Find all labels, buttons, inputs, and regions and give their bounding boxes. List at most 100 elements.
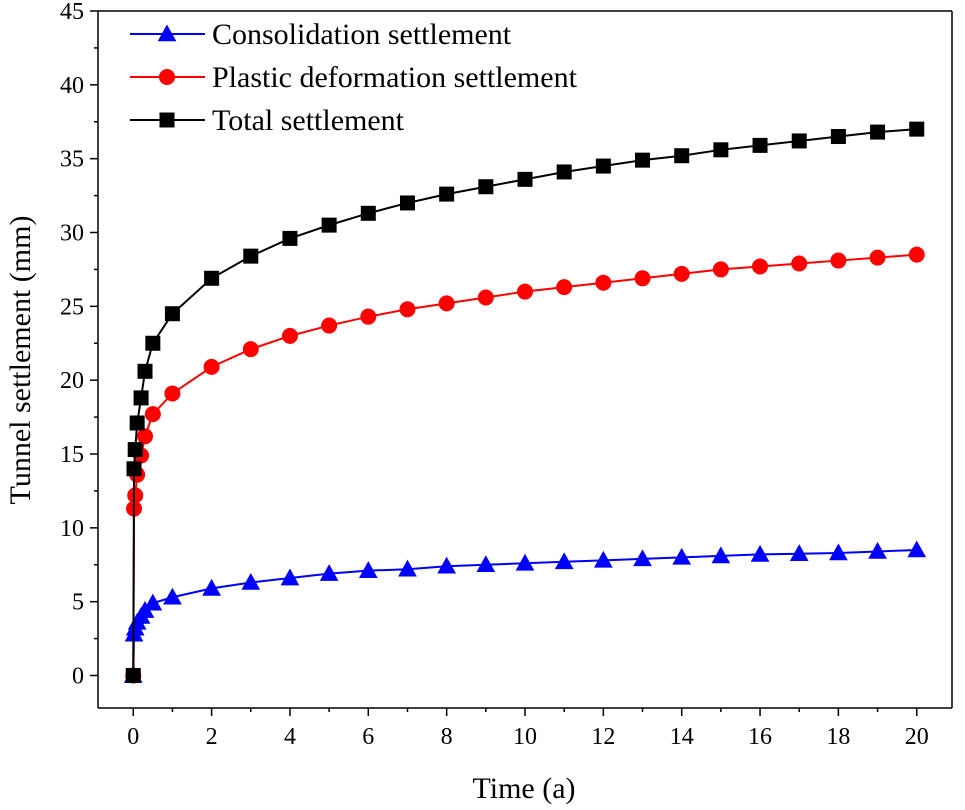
y-ticks: 0 5 10 15 20 25 30 35 40 45 xyxy=(60,0,98,690)
data-point xyxy=(830,129,846,145)
x-tick-label: 0 xyxy=(127,724,139,750)
series-1 xyxy=(125,246,925,684)
x-tick-label: 12 xyxy=(591,724,615,750)
data-point xyxy=(242,341,259,358)
x-tick-label: 2 xyxy=(206,724,218,750)
data-point xyxy=(674,148,690,164)
data-point xyxy=(789,544,809,561)
data-point xyxy=(439,186,455,202)
x-tick-label: 18 xyxy=(826,724,850,750)
y-tick-label: 20 xyxy=(60,368,84,394)
y-tick-label: 5 xyxy=(72,590,84,616)
data-point xyxy=(791,255,808,272)
x-tick-label: 6 xyxy=(362,724,374,750)
data-point xyxy=(243,248,259,264)
series-0 xyxy=(123,540,927,683)
x-tick-label: 20 xyxy=(905,724,929,750)
data-point xyxy=(556,279,573,296)
y-tick-label: 40 xyxy=(60,73,84,99)
data-point xyxy=(241,572,261,590)
y-tick-label: 15 xyxy=(60,442,84,468)
data-point xyxy=(870,124,886,140)
data-point xyxy=(321,317,338,334)
series-2 xyxy=(125,121,925,684)
data-point xyxy=(360,308,377,325)
data-point xyxy=(282,230,298,246)
data-point xyxy=(476,555,496,573)
data-point xyxy=(517,283,533,300)
data-point xyxy=(164,385,181,402)
y-tick-label: 45 xyxy=(60,0,84,25)
data-point xyxy=(556,164,572,180)
data-point xyxy=(137,428,154,445)
data-point xyxy=(163,587,182,605)
data-point xyxy=(713,142,729,158)
x-tick-label: 10 xyxy=(513,724,537,750)
series-layer xyxy=(123,121,927,684)
x-ticks: 0 2 4 6 8 10 12 14 16 18 20 xyxy=(127,708,929,750)
data-point xyxy=(752,258,769,275)
data-point xyxy=(909,121,925,137)
data-point xyxy=(125,668,141,684)
legend: Consolidation settlement Plastic deformat… xyxy=(130,18,578,137)
x-tick-label: 4 xyxy=(284,724,296,750)
data-point xyxy=(437,556,457,574)
data-point xyxy=(204,270,220,286)
data-point xyxy=(137,363,153,379)
y-tick-label: 25 xyxy=(60,294,84,320)
data-point xyxy=(126,461,142,477)
data-point xyxy=(712,261,729,278)
data-point xyxy=(711,546,731,564)
data-point xyxy=(360,205,376,221)
data-point xyxy=(129,415,145,431)
data-point xyxy=(358,561,378,578)
legend-marker xyxy=(159,112,175,128)
legend-label: Consolidation settlement xyxy=(212,18,512,51)
data-point xyxy=(203,358,220,375)
data-point xyxy=(319,564,339,581)
data-point xyxy=(202,578,221,596)
data-point xyxy=(752,137,768,153)
y-tick-label: 0 xyxy=(72,664,84,690)
data-point xyxy=(673,265,690,282)
data-point xyxy=(143,593,163,611)
data-point xyxy=(672,547,692,565)
data-point xyxy=(635,152,651,168)
legend-marker xyxy=(159,69,175,85)
data-point xyxy=(399,301,416,318)
y-tick-label: 35 xyxy=(60,147,84,173)
data-point xyxy=(634,270,651,287)
data-point xyxy=(438,295,455,312)
data-point xyxy=(750,544,770,562)
y-tick-label: 10 xyxy=(60,516,84,542)
data-point xyxy=(281,327,298,344)
data-point xyxy=(477,289,494,306)
data-point xyxy=(791,133,807,149)
legend-marker xyxy=(157,24,177,42)
y-axis-title: Tunnel settlement (mm) xyxy=(4,216,37,505)
series-line xyxy=(132,253,917,676)
data-point xyxy=(868,541,887,559)
data-point xyxy=(399,195,415,211)
data-point xyxy=(633,549,652,567)
x-tick-label: 14 xyxy=(670,724,694,750)
data-point xyxy=(517,171,533,187)
data-point xyxy=(127,442,143,458)
x-tick-label: 8 xyxy=(441,724,453,750)
legend-label: Plastic deformation settlement xyxy=(212,61,578,94)
data-point xyxy=(595,274,612,291)
x-axis-title: Time (a) xyxy=(472,772,575,805)
data-point xyxy=(830,252,847,269)
data-point xyxy=(907,540,927,558)
data-point xyxy=(398,559,417,577)
plot-area xyxy=(97,10,953,709)
data-point xyxy=(478,179,494,195)
data-point xyxy=(515,553,535,571)
data-point xyxy=(321,217,337,233)
data-point xyxy=(127,487,144,504)
data-point xyxy=(133,390,149,406)
data-point xyxy=(144,406,161,423)
x-tick-label: 16 xyxy=(748,724,772,750)
series-line xyxy=(132,128,917,676)
